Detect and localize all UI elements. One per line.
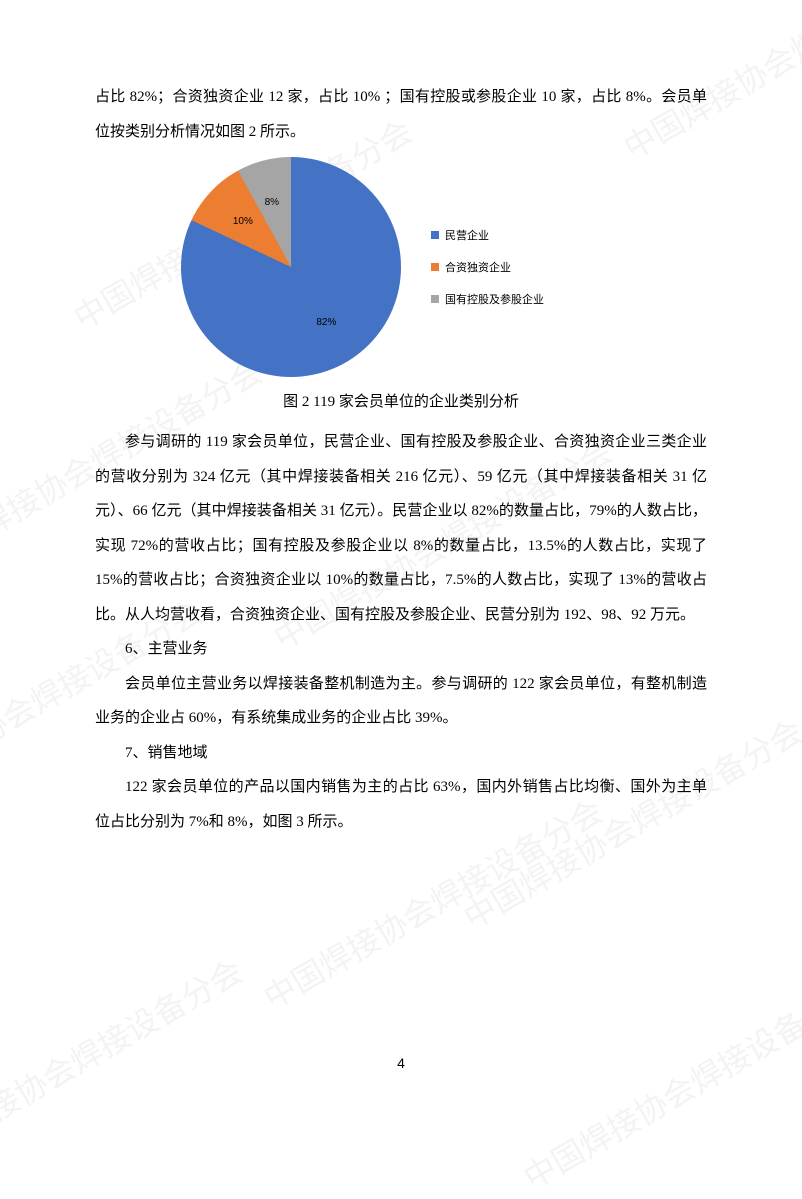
chart-caption: 图 2 119 家会员单位的企业类别分析 <box>95 387 707 417</box>
page-number: 4 <box>0 1055 802 1071</box>
body-paragraph: 参与调研的 119 家会员单位，民营企业、国有控股及参股企业、合资独资企业三类企… <box>95 425 707 632</box>
legend-item: 合资独资企业 <box>431 259 544 275</box>
legend-item: 民营企业 <box>431 227 544 243</box>
section-7-body: 122 家会员单位的产品以国内销售为主的占比 63%，国内外销售占比均衡、国外为… <box>95 770 707 839</box>
legend-label: 国有控股及参股企业 <box>445 291 544 307</box>
legend-swatch <box>431 263 439 271</box>
legend-swatch <box>431 231 439 239</box>
pie-wrap: 10% 8% 82% <box>181 157 401 377</box>
pie-chart: 10% 8% 82% 民营企业合资独资企业国有控股及参股企业 <box>181 157 621 377</box>
legend-label: 合资独资企业 <box>445 259 511 275</box>
legend-swatch <box>431 295 439 303</box>
chart-legend: 民营企业合资独资企业国有控股及参股企业 <box>431 227 544 307</box>
section-6-title: 6、主营业务 <box>95 632 707 667</box>
legend-item: 国有控股及参股企业 <box>431 291 544 307</box>
pie-graphic <box>181 157 401 377</box>
pie-slice-label: 82% <box>316 317 336 328</box>
pie-slice-label: 10% <box>233 216 253 227</box>
legend-label: 民营企业 <box>445 227 489 243</box>
pie-slice-label: 8% <box>265 197 279 208</box>
section-7-title: 7、销售地域 <box>95 736 707 771</box>
watermark-text: 中国焊接协会焊接设备分会 <box>514 967 802 1199</box>
intro-paragraph: 占比 82%；合资独资企业 12 家，占比 10% ；国有控股或参股企业 10 … <box>95 80 707 149</box>
section-6-body: 会员单位主营业务以焊接装备整机制造为主。参与调研的 122 家会员单位，有整机制… <box>95 667 707 736</box>
page-content: 占比 82%；合资独资企业 12 家，占比 10% ；国有控股或参股企业 10 … <box>0 0 802 879</box>
